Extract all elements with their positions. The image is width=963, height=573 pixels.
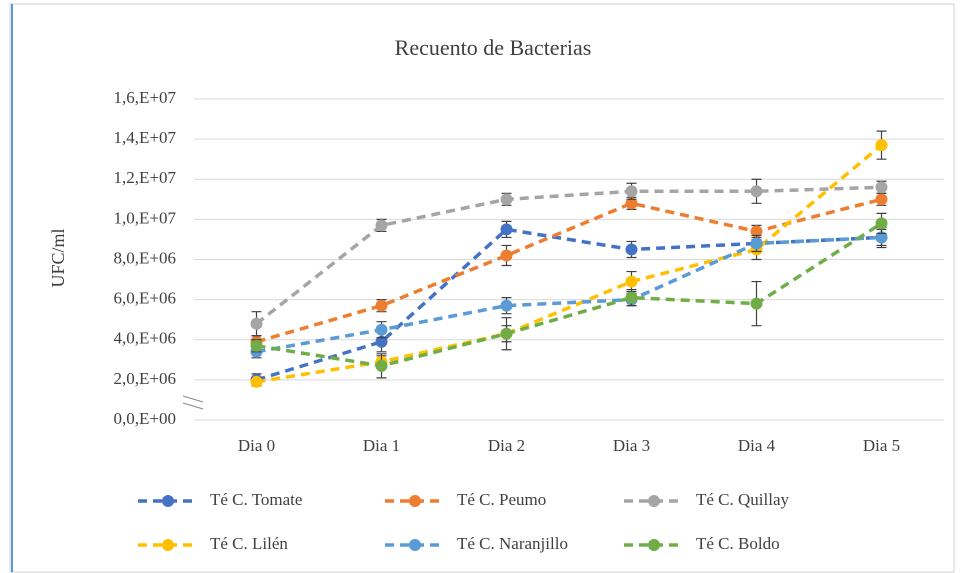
- legend-marker: [409, 495, 421, 507]
- legend-marker: [162, 495, 174, 507]
- x-tick-label: Dia 4: [738, 436, 776, 455]
- y-tick-label: 8,0,E+06: [114, 248, 176, 267]
- break-mark: [182, 402, 204, 410]
- y-tick-label: 0,0,E+00: [114, 409, 176, 428]
- data-point: [375, 219, 388, 232]
- legend-marker: [162, 539, 174, 551]
- y-axis-label: UFC/ml: [48, 228, 68, 287]
- data-point: [625, 243, 638, 256]
- data-point: [500, 299, 513, 312]
- y-tick-label: 1,2,E+07: [114, 168, 177, 187]
- data-point: [750, 297, 763, 310]
- data-point: [250, 317, 263, 330]
- x-tick-label: Dia 0: [238, 436, 275, 455]
- data-point: [500, 193, 513, 206]
- data-point: [875, 181, 888, 194]
- data-point: [750, 185, 763, 198]
- x-tick-label: Dia 2: [488, 436, 525, 455]
- legend-label: Té C. Peumo: [457, 490, 546, 509]
- data-point: [375, 323, 388, 336]
- series-line: [255, 227, 882, 382]
- legend-label: Té C. Boldo: [696, 534, 780, 553]
- data-point: [375, 299, 388, 312]
- data-point: [375, 359, 388, 372]
- data-point: [250, 375, 263, 388]
- y-tick-label: 1,4,E+07: [114, 128, 177, 147]
- chart-title: Recuento de Bacterias: [395, 35, 592, 60]
- series-line: [256, 197, 882, 344]
- series-line: [256, 143, 883, 384]
- y-tick-label: 6,0,E+06: [114, 289, 176, 308]
- legend-marker: [648, 495, 660, 507]
- data-point: [750, 225, 763, 238]
- data-point: [875, 217, 888, 230]
- data-point: [375, 335, 388, 348]
- legend-label: Té C. Lilén: [210, 534, 288, 553]
- data-point: [875, 139, 888, 152]
- data-point: [875, 193, 888, 206]
- data-point: [625, 185, 638, 198]
- legend-label: Té C. Quillay: [696, 490, 790, 509]
- y-tick-label: 1,6,E+07: [114, 88, 177, 107]
- data-point: [500, 327, 513, 340]
- x-tick-label: Dia 3: [613, 436, 650, 455]
- data-point: [625, 291, 638, 304]
- axis-break: [182, 395, 204, 410]
- x-tick-label: Dia 1: [363, 436, 400, 455]
- data-point: [250, 339, 263, 352]
- data-point: [625, 275, 638, 288]
- legend-marker: [409, 539, 421, 551]
- series-line: [256, 221, 883, 368]
- y-tick-label: 4,0,E+06: [114, 329, 176, 348]
- legend-marker: [648, 539, 660, 551]
- y-tick-label: 2,0,E+06: [114, 369, 176, 388]
- legend-label: Té C. Naranjillo: [457, 534, 568, 553]
- legend-label: Té C. Tomate: [210, 490, 302, 509]
- y-tick-label: 1,0,E+07: [114, 208, 177, 227]
- series-line: [256, 235, 882, 354]
- series-line: [255, 185, 882, 326]
- data-point: [875, 231, 888, 244]
- data-point: [500, 223, 513, 236]
- x-tick-label: Dia 5: [863, 436, 900, 455]
- data-point: [625, 197, 638, 210]
- break-mark: [182, 395, 204, 403]
- data-point: [750, 237, 763, 250]
- data-point: [500, 249, 513, 262]
